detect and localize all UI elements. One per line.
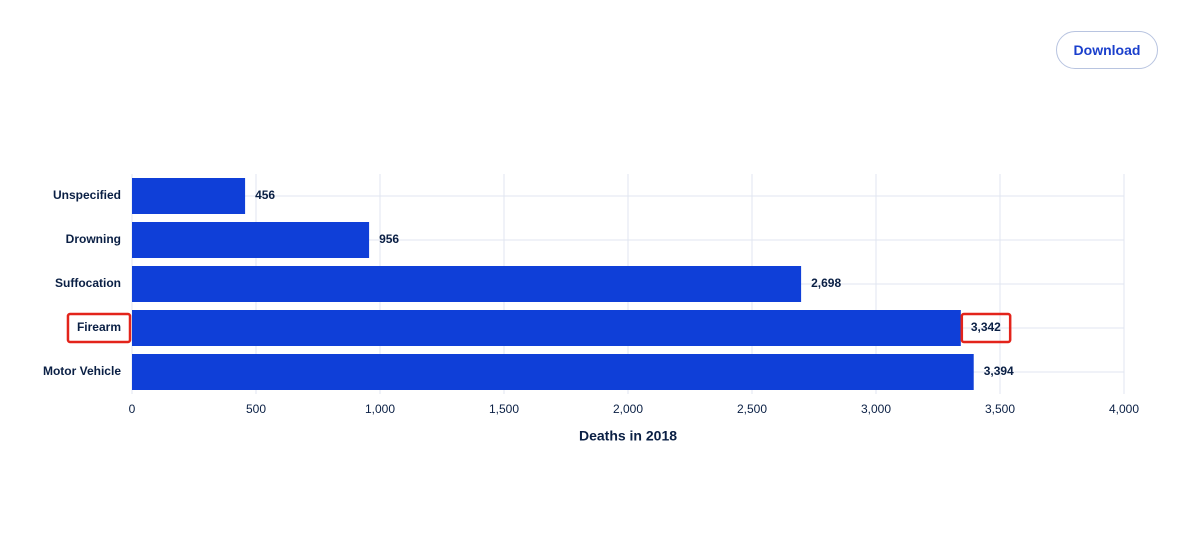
y-tick-label: Suffocation — [55, 276, 121, 290]
value-label: 456 — [255, 188, 275, 202]
x-tick-label: 2,000 — [613, 402, 643, 416]
x-axis-title: Deaths in 2018 — [579, 428, 677, 444]
y-tick-label: Motor Vehicle — [43, 364, 121, 378]
x-tick-label: 500 — [246, 402, 266, 416]
bar — [132, 266, 802, 302]
download-button[interactable]: Download — [1056, 31, 1158, 69]
x-tick-label: 1,000 — [365, 402, 395, 416]
value-label: 3,394 — [984, 364, 1014, 378]
bar — [132, 354, 974, 390]
bar — [132, 222, 370, 258]
bar — [132, 178, 246, 214]
bar — [132, 310, 961, 346]
x-tick-label: 2,500 — [737, 402, 767, 416]
highlight-box — [960, 312, 1012, 344]
y-tick-label: Firearm — [77, 320, 121, 334]
x-tick-label: 4,000 — [1109, 402, 1139, 416]
x-tick-label: 0 — [129, 402, 136, 416]
highlight-box — [66, 312, 132, 344]
value-label: 3,342 — [971, 320, 1001, 334]
x-tick-label: 3,500 — [985, 402, 1015, 416]
y-tick-label: Drowning — [66, 232, 121, 246]
x-tick-label: 3,000 — [861, 402, 891, 416]
value-label: 2,698 — [811, 276, 841, 290]
y-tick-label: Unspecified — [53, 188, 121, 202]
x-tick-label: 1,500 — [489, 402, 519, 416]
value-label: 956 — [379, 232, 399, 246]
